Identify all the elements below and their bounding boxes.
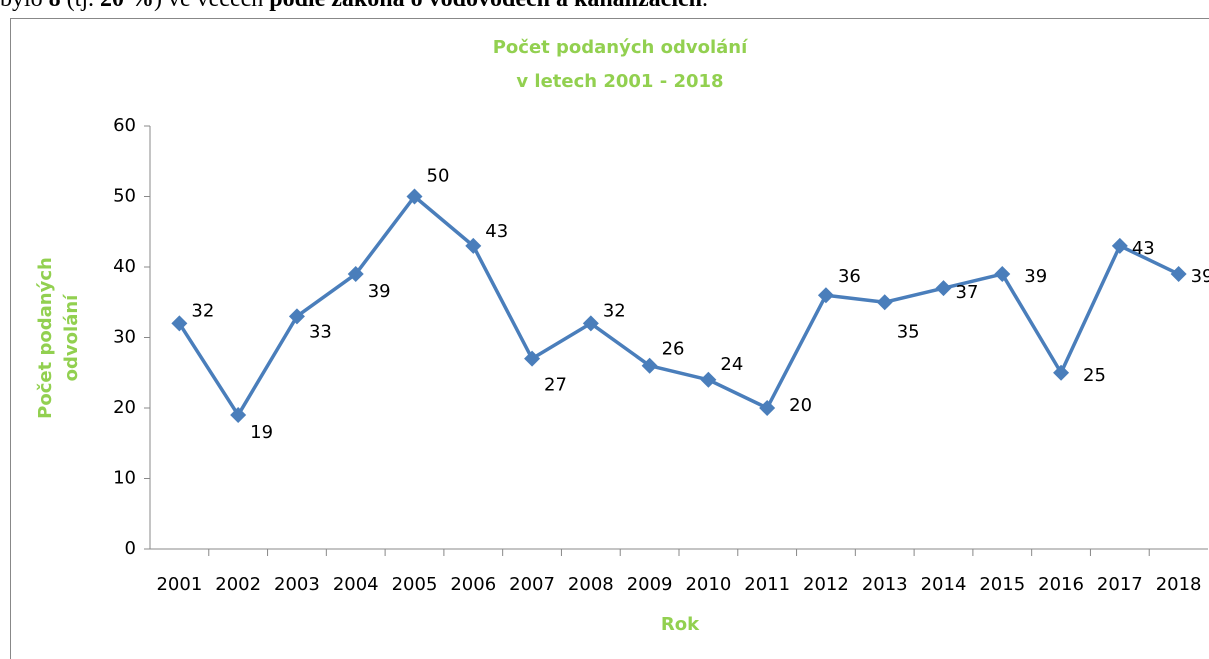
data-label: 32 [603,300,626,321]
x-tick-label: 2007 [509,574,555,595]
data-label: 25 [1083,365,1106,386]
x-tick-label: 2012 [803,574,849,595]
data-label: 19 [250,422,273,443]
y-tick-label: 30 [113,327,136,348]
marker [230,407,247,424]
data-label: 37 [956,282,979,303]
marker [1053,364,1070,381]
data-label: 43 [485,221,508,242]
marker [1170,266,1187,283]
line [177,194,1180,417]
data-label: 35 [897,321,920,342]
x-tick-label: 2011 [744,574,790,595]
y-tick-label: 50 [113,186,136,207]
data-label: 33 [309,321,332,342]
data-label: 24 [720,354,743,375]
x-tick-label: 2009 [627,574,673,595]
marker [1111,237,1128,254]
x-axis-label: Rok [661,614,700,635]
x-tick-label: 2018 [1156,574,1202,595]
text-segment: . [702,0,708,12]
text-segment: bylo [0,0,49,12]
marker [465,237,482,254]
marker [171,315,188,332]
data-label: 27 [544,375,567,396]
text-segment: podle zákona o vodovodech a kanalizacích [269,0,702,12]
y-tick-label: 40 [113,256,136,277]
y-axis-label: odvolání [61,294,82,381]
x-tick-label: 2005 [392,574,438,595]
text-segment: (tj. [61,0,100,12]
marker [935,280,952,297]
marker [288,308,305,325]
data-label: 43 [1132,238,1155,259]
marker [582,315,599,332]
data-label: 50 [427,166,450,187]
x-tick-label: 2013 [862,574,908,595]
x-tick-label: 2017 [1097,574,1143,595]
data-label: 32 [191,300,214,321]
marker [876,294,893,311]
text-segment: ) ve věcech [154,0,269,12]
data-label: 39 [1024,266,1047,287]
text-segment: 8 [49,0,61,12]
marker [759,400,776,416]
x-tick-label: 2010 [685,574,731,595]
y-tick-label: 10 [113,468,136,489]
y-axis-label: Počet podaných [35,257,56,419]
text-segment: 20 % [100,0,154,12]
data-label: 20 [789,395,812,416]
chart-title: v letech 2001 - 2018 [516,71,723,92]
x-tick-label: 2003 [274,574,320,595]
data-label: 39 [368,281,391,302]
x-tick-label: 2001 [156,574,202,595]
chart-title: Počet podaných odvolání [493,37,748,58]
x-tick-label: 2015 [979,574,1025,595]
x-tick-label: 2006 [450,574,496,595]
y-tick-label: 20 [113,397,136,418]
data-label: 39 [1191,266,1209,287]
marker [524,350,541,367]
marker [347,266,364,283]
marker [700,371,717,388]
y-tick-label: 0 [125,538,136,559]
data-label: 26 [662,339,685,360]
x-tick-label: 2008 [568,574,614,595]
marker [641,357,658,374]
marker [994,266,1011,283]
document-text: bylo 8 (tj. 20 %) ve věcech podle zákona… [0,0,708,13]
data-label: 36 [838,266,861,287]
x-tick-label: 2014 [921,574,967,595]
x-tick-label: 2002 [215,574,261,595]
marker [817,287,834,304]
marker [406,188,423,205]
y-tick-label: 60 [113,115,136,136]
x-tick-label: 2016 [1038,574,1084,595]
x-tick-label: 2004 [333,574,379,595]
